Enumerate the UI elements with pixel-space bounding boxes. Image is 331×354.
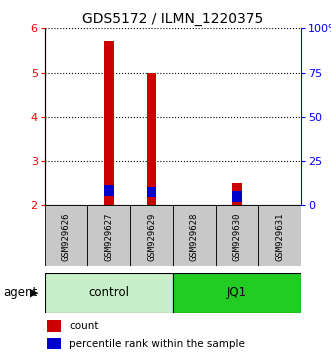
Text: GSM929630: GSM929630 bbox=[233, 212, 242, 261]
Bar bbox=[259, 205, 301, 266]
Text: control: control bbox=[88, 286, 129, 299]
Bar bbox=[87, 205, 130, 266]
Text: GSM929628: GSM929628 bbox=[190, 212, 199, 261]
Bar bbox=[147, 73, 156, 205]
Text: ▶: ▶ bbox=[30, 288, 38, 298]
Title: GDS5172 / ILMN_1220375: GDS5172 / ILMN_1220375 bbox=[82, 12, 263, 26]
Text: agent: agent bbox=[3, 286, 37, 299]
Bar bbox=[173, 205, 216, 266]
Bar bbox=[173, 273, 301, 313]
Bar bbox=[45, 273, 173, 313]
Text: GSM929626: GSM929626 bbox=[62, 212, 71, 261]
Bar bbox=[45, 205, 87, 266]
Text: GSM929629: GSM929629 bbox=[147, 212, 156, 261]
Bar bbox=[47, 320, 61, 332]
Text: percentile rank within the sample: percentile rank within the sample bbox=[69, 339, 245, 349]
Bar bbox=[216, 205, 259, 266]
Bar bbox=[232, 191, 242, 202]
Bar bbox=[47, 338, 61, 349]
Text: count: count bbox=[69, 321, 99, 331]
Bar bbox=[104, 185, 114, 195]
Bar bbox=[104, 41, 114, 205]
Bar bbox=[130, 205, 173, 266]
Text: GSM929627: GSM929627 bbox=[104, 212, 113, 261]
Text: JQ1: JQ1 bbox=[227, 286, 247, 299]
Bar bbox=[232, 183, 242, 205]
Bar bbox=[147, 187, 156, 198]
Text: GSM929631: GSM929631 bbox=[275, 212, 284, 261]
